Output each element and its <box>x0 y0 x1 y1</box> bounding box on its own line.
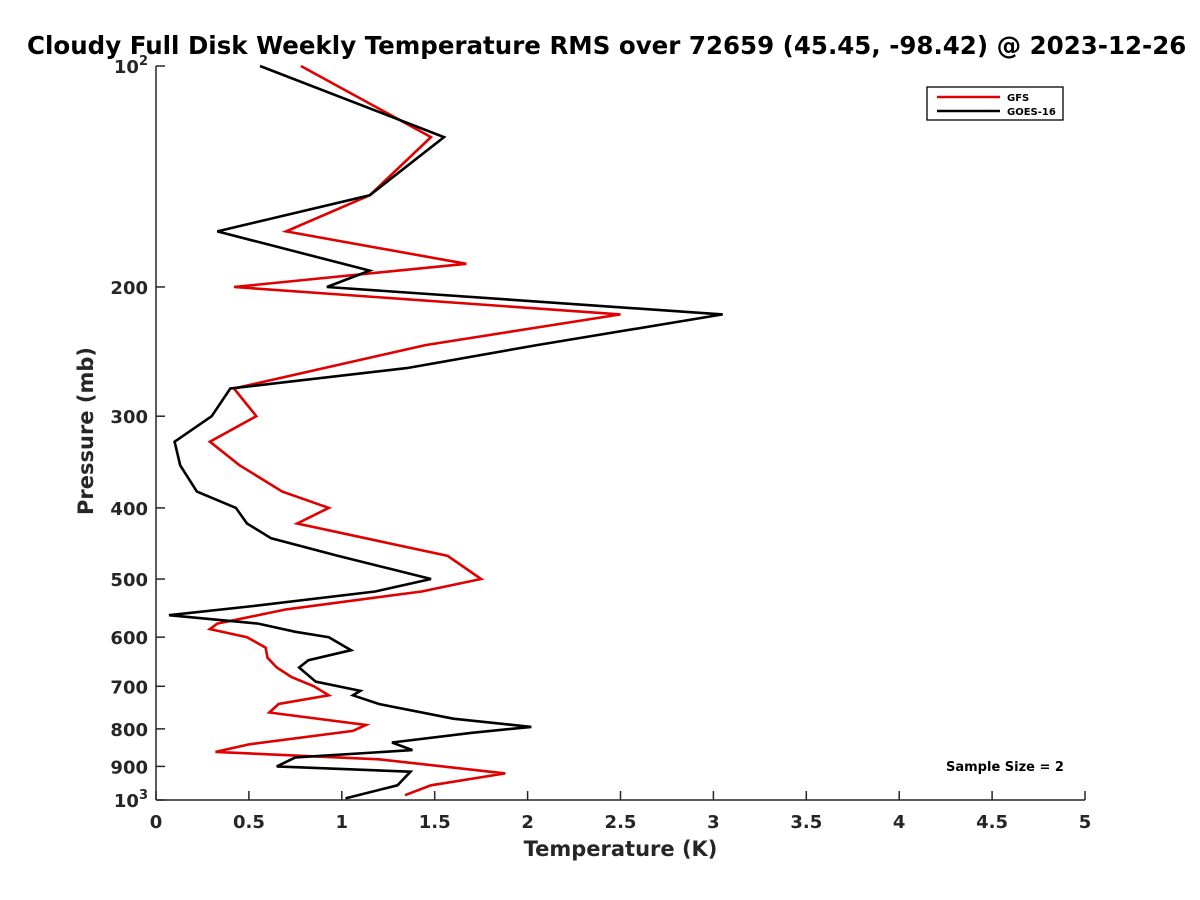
x-ticks: 0 0.5 1 1.5 2 2.5 3 3.5 4 4.5 5 <box>150 791 1092 833</box>
x-tick-label: 4 <box>893 812 906 833</box>
axes-layer <box>155 66 1085 801</box>
x-tick-label: 4.5 <box>976 812 1008 833</box>
x-tick-label: 2 <box>521 812 534 833</box>
chart-title: Cloudy Full Disk Weekly Temperature RMS … <box>27 31 1187 60</box>
legend-label: GFS <box>1007 93 1029 104</box>
y-tick-label: 300 <box>110 407 148 428</box>
y-tick-label: 400 <box>110 499 148 520</box>
x-tick-label: 0 <box>150 812 163 833</box>
x-tick-label: 1.5 <box>419 812 451 833</box>
y-tick-label: 600 <box>110 628 148 649</box>
y-tick-label: 900 <box>110 757 148 778</box>
series-line-goes-16 <box>168 64 723 800</box>
y-axis-label: Pressure (mb) <box>74 347 98 515</box>
x-axis-label: Temperature (K) <box>524 837 718 861</box>
y-tick-label: 800 <box>110 720 148 741</box>
y-tick-label: 500 <box>110 570 148 591</box>
x-tick-label: 3.5 <box>790 812 822 833</box>
legend-label: GOES-16 <box>1007 107 1056 118</box>
y-tick-label: 102 <box>114 54 148 78</box>
y-tick-label: 103 <box>114 788 148 812</box>
x-tick-label: 3 <box>707 812 720 833</box>
x-tick-label: 2.5 <box>605 812 637 833</box>
y-ticks: 102 200 300 400 500 600 700 800 900 103 <box>110 54 165 812</box>
series-layer <box>168 64 723 800</box>
x-tick-label: 0.5 <box>233 812 265 833</box>
x-tick-label: 5 <box>1079 812 1092 833</box>
series-line-gfs <box>206 64 621 797</box>
y-tick-label: 700 <box>110 677 148 698</box>
sample-size-annotation: Sample Size = 2 <box>946 760 1064 775</box>
y-tick-label: 200 <box>110 278 148 299</box>
legend: GFS GOES-16 <box>926 86 1064 121</box>
legend-box <box>926 86 1064 121</box>
x-tick-label: 1 <box>336 812 349 833</box>
